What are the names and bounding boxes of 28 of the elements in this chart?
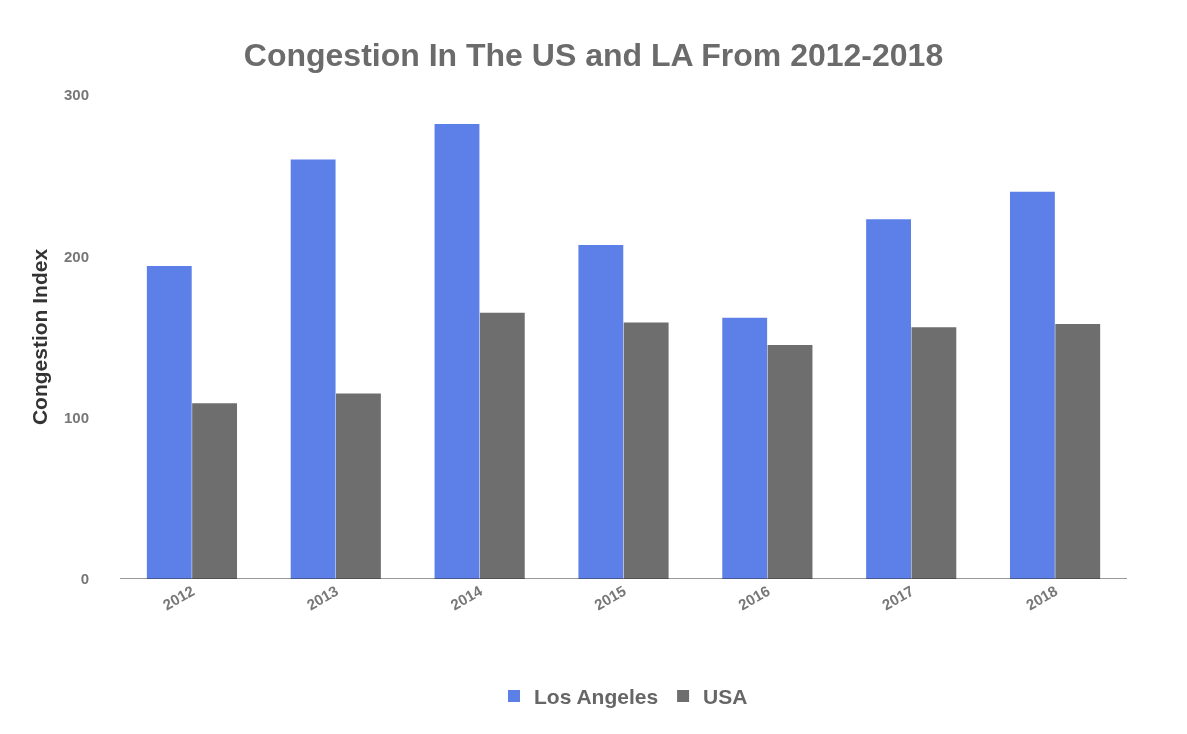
legend-label: USA bbox=[703, 685, 748, 709]
y-tick-label: 100 bbox=[63, 408, 89, 426]
y-tick-label: 0 bbox=[80, 570, 89, 588]
bar bbox=[578, 245, 624, 579]
chart-title: Congestion In The US and LA From 2012-2018 bbox=[243, 37, 944, 74]
bar bbox=[336, 393, 381, 579]
bar bbox=[192, 403, 238, 579]
bar bbox=[911, 327, 957, 579]
x-tick-label: 2014 bbox=[447, 581, 486, 614]
bar bbox=[1055, 324, 1101, 579]
x-tick-label: 2013 bbox=[303, 581, 342, 614]
bar bbox=[866, 219, 911, 579]
x-tick-label: 2018 bbox=[1022, 581, 1061, 614]
legend-label: Los Angeles bbox=[534, 685, 659, 709]
bar bbox=[290, 159, 336, 579]
bar bbox=[767, 345, 813, 579]
x-tick-label: 2016 bbox=[735, 581, 773, 614]
bar bbox=[722, 317, 768, 579]
bar bbox=[479, 312, 525, 579]
bar bbox=[146, 266, 192, 579]
x-tick-label: 2015 bbox=[591, 581, 629, 614]
bar bbox=[1009, 191, 1055, 579]
x-tick-label: 2012 bbox=[159, 581, 198, 614]
y-tick-label: 200 bbox=[63, 247, 89, 265]
bar bbox=[623, 322, 669, 579]
y-axis-title: Congestion Index bbox=[28, 248, 52, 426]
y-tick-label: 300 bbox=[63, 86, 89, 104]
bar bbox=[434, 124, 480, 579]
